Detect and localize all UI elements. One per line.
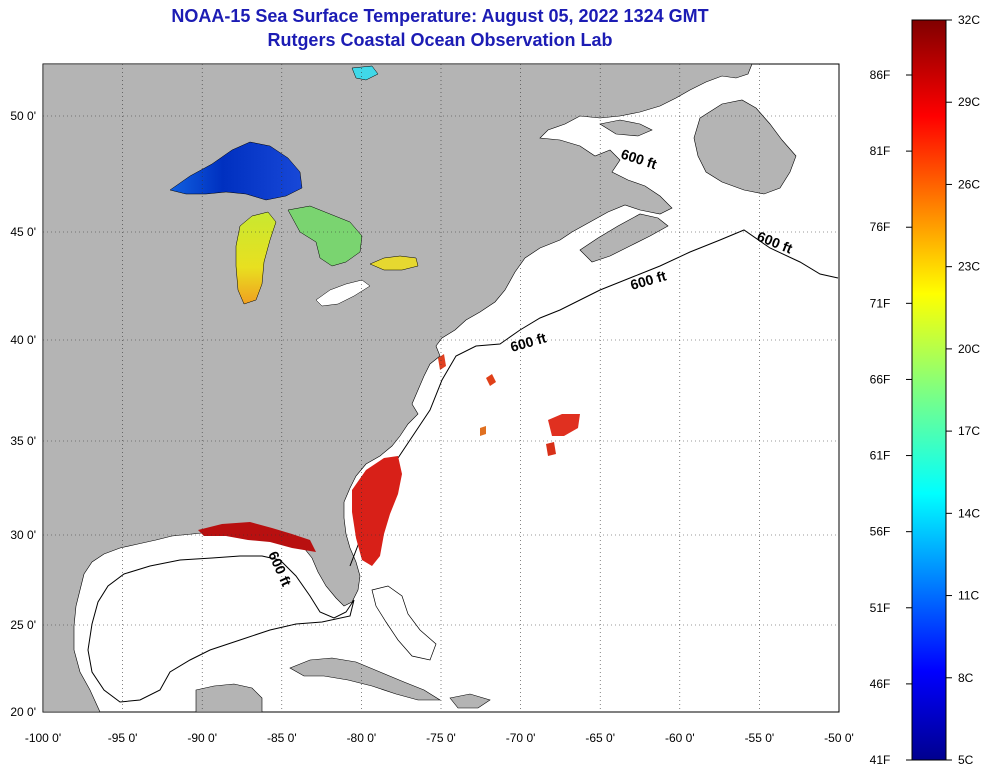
longitude-label: -80 0' [347, 731, 377, 745]
colorbar-fahrenheit-labels: 86F 81F 76F 71F 66F 61F 56F 51F 46F 41F [870, 68, 912, 767]
colorbar-celsius-label: 17C [958, 424, 980, 438]
bathymetry-contour-gulf [87, 555, 355, 703]
gulf-stream-patch-1 [548, 414, 580, 436]
colorbar-fahrenheit-label: 66F [870, 372, 891, 386]
bathymetry-contour-atlantic [349, 229, 839, 567]
longitude-label: -95 0' [108, 731, 138, 745]
map-subtitle: Rutgers Coastal Ocean Observation Lab [267, 30, 613, 50]
colorbar-celsius-label: 11C [958, 589, 979, 603]
longitude-label: -85 0' [267, 731, 297, 745]
colorbar-celsius-label: 20C [958, 342, 980, 356]
latitude-label: 50 0' [10, 109, 36, 123]
colorbar-celsius-label: 26C [958, 177, 980, 191]
hispaniola-land [449, 693, 491, 709]
colorbar-fahrenheit-label: 61F [870, 449, 891, 463]
colorbar-fahrenheit-label: 76F [870, 220, 891, 234]
colorbar-fahrenheit-label: 56F [870, 525, 891, 539]
nova-scotia-land [579, 213, 669, 263]
longitude-label: -70 0' [506, 731, 536, 745]
longitude-label: -60 0' [665, 731, 695, 745]
latitude-label: 45 0' [10, 225, 36, 239]
colorbar-fahrenheit-label: 46F [870, 677, 891, 691]
longitude-label: -100 0' [25, 731, 61, 745]
map-title: NOAA-15 Sea Surface Temperature: August … [171, 6, 709, 26]
latitude-labels: 50 0' 45 0' 40 0' 35 0' 30 0' 25 0' 20 0' [10, 109, 36, 719]
colorbar-fahrenheit-label: 71F [870, 296, 891, 310]
longitude-label: -65 0' [585, 731, 615, 745]
colorbar-celsius-label: 5C [958, 753, 974, 767]
gulf-stream-patch-2 [546, 442, 556, 456]
gulf-stream-patch-5 [438, 354, 446, 370]
saint-lawrence-sst [351, 65, 379, 81]
colorbar-celsius-label: 8C [958, 671, 974, 685]
gulf-st-lawrence-island [599, 119, 653, 137]
cuba-land [289, 657, 442, 701]
colorbar-fahrenheit-label: 86F [870, 68, 891, 82]
colorbar-celsius-labels: 32C 29C 26C 23C 20C 17C 14C 11C 8C 5C [946, 13, 980, 767]
southeast-coast-sst [352, 456, 402, 566]
latitude-label: 30 0' [10, 528, 36, 542]
latitude-label: 20 0' [10, 705, 36, 719]
longitude-label: -50 0' [824, 731, 854, 745]
bathymetry-contour-bahamas [371, 585, 437, 661]
colorbar-celsius-label: 14C [958, 506, 980, 520]
gulf-stream-patch-4 [480, 426, 486, 436]
lake-michigan-sst [235, 211, 277, 305]
lake-ontario-sst [369, 255, 419, 271]
gulf-stream-patch-3 [486, 374, 496, 386]
latitude-label: 40 0' [10, 333, 36, 347]
colorbar-celsius-label: 23C [958, 260, 980, 274]
latitude-label: 25 0' [10, 618, 36, 632]
yucatan-land [195, 683, 263, 713]
colorbar-fahrenheit-label: 51F [870, 601, 891, 615]
lat-lon-grid [43, 64, 839, 712]
colorbar-fahrenheit-label: 81F [870, 144, 891, 158]
lake-superior-sst [169, 141, 303, 201]
colorbar-celsius-label: 29C [958, 95, 980, 109]
colorbar-fahrenheit-label: 41F [870, 753, 891, 767]
longitude-label: -55 0' [745, 731, 775, 745]
longitude-labels: -100 0' -95 0' -90 0' -85 0' -80 0' -75 0' -70… [25, 731, 854, 745]
newfoundland-land [693, 99, 797, 195]
lake-huron-sst [287, 205, 363, 267]
longitude-label: -90 0' [187, 731, 217, 745]
gulf-coast-sst [198, 522, 316, 552]
lake-erie-sst [315, 279, 371, 307]
longitude-label: -75 0' [426, 731, 456, 745]
latitude-label: 35 0' [10, 434, 36, 448]
colorbar [911, 19, 947, 761]
colorbar-celsius-label: 32C [958, 13, 980, 27]
north-america-land [42, 63, 753, 713]
